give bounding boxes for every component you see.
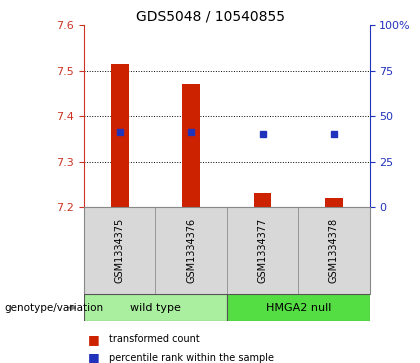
Text: transformed count: transformed count	[109, 334, 200, 344]
Bar	[84, 294, 227, 321]
Text: genotype/variation: genotype/variation	[4, 303, 103, 313]
Bar	[325, 198, 343, 207]
Text: GSM1334376: GSM1334376	[186, 218, 196, 283]
Text: ■: ■	[88, 351, 100, 363]
Text: HMGA2 null: HMGA2 null	[265, 303, 331, 313]
Bar	[155, 207, 227, 294]
Bar	[227, 294, 370, 321]
Bar	[298, 207, 370, 294]
Bar	[84, 207, 155, 294]
Text: wild type: wild type	[130, 303, 181, 313]
Bar	[227, 207, 298, 294]
Text: GSM1334377: GSM1334377	[257, 218, 268, 283]
Text: GSM1334378: GSM1334378	[329, 218, 339, 283]
Text: GDS5048 / 10540855: GDS5048 / 10540855	[136, 9, 284, 23]
Bar	[182, 84, 200, 207]
Bar	[111, 64, 129, 207]
Text: percentile rank within the sample: percentile rank within the sample	[109, 352, 274, 363]
Text: ■: ■	[88, 333, 100, 346]
Text: GSM1334375: GSM1334375	[115, 218, 125, 283]
Bar	[254, 193, 271, 207]
